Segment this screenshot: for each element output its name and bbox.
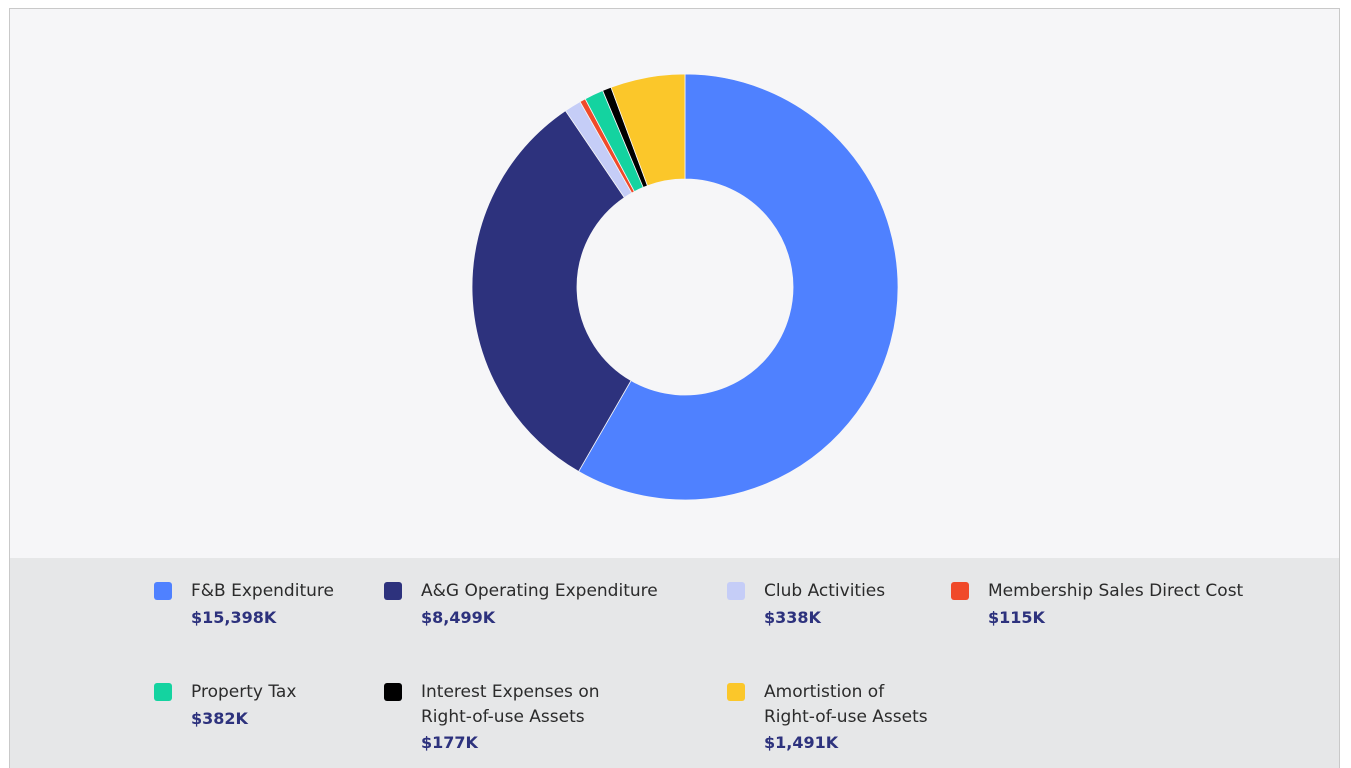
legend-label: A&G Operating Expenditure xyxy=(421,581,658,601)
legend-value: $382K xyxy=(191,709,248,728)
legend-value: $338K xyxy=(764,608,821,627)
legend-value: $177K xyxy=(421,733,478,752)
legend-swatch xyxy=(384,683,402,701)
legend-value: $115K xyxy=(988,608,1045,627)
legend-value: $1,491K xyxy=(764,733,839,752)
legend-swatch xyxy=(727,582,745,600)
legend-label: Club Activities xyxy=(764,581,886,601)
legend-swatch xyxy=(154,683,172,701)
chart-panel: F&B Expenditure $15,398K A&G Operating Exp… xyxy=(9,8,1340,768)
legend: F&B Expenditure $15,398K A&G Operating Exp… xyxy=(10,558,1339,768)
donut-slice xyxy=(578,73,899,501)
legend-label: F&B Expenditure xyxy=(191,581,334,601)
donut-slice xyxy=(471,110,632,473)
legend-swatch xyxy=(154,582,172,600)
donut-slice xyxy=(610,73,686,187)
legend-label: Property Tax xyxy=(191,682,297,702)
legend-label: Membership Sales Direct Cost xyxy=(988,581,1244,601)
legend-swatch xyxy=(384,582,402,600)
legend-label: Interest Expenses on Right-of-use Assets xyxy=(421,682,600,727)
legend-label: Amortistion of Right-of-use Assets xyxy=(764,682,928,727)
legend-swatch xyxy=(727,683,745,701)
legend-swatch xyxy=(951,582,969,600)
legend-value: $8,499K xyxy=(421,608,496,627)
donut-chart xyxy=(471,73,899,501)
legend-value: $15,398K xyxy=(191,608,277,627)
